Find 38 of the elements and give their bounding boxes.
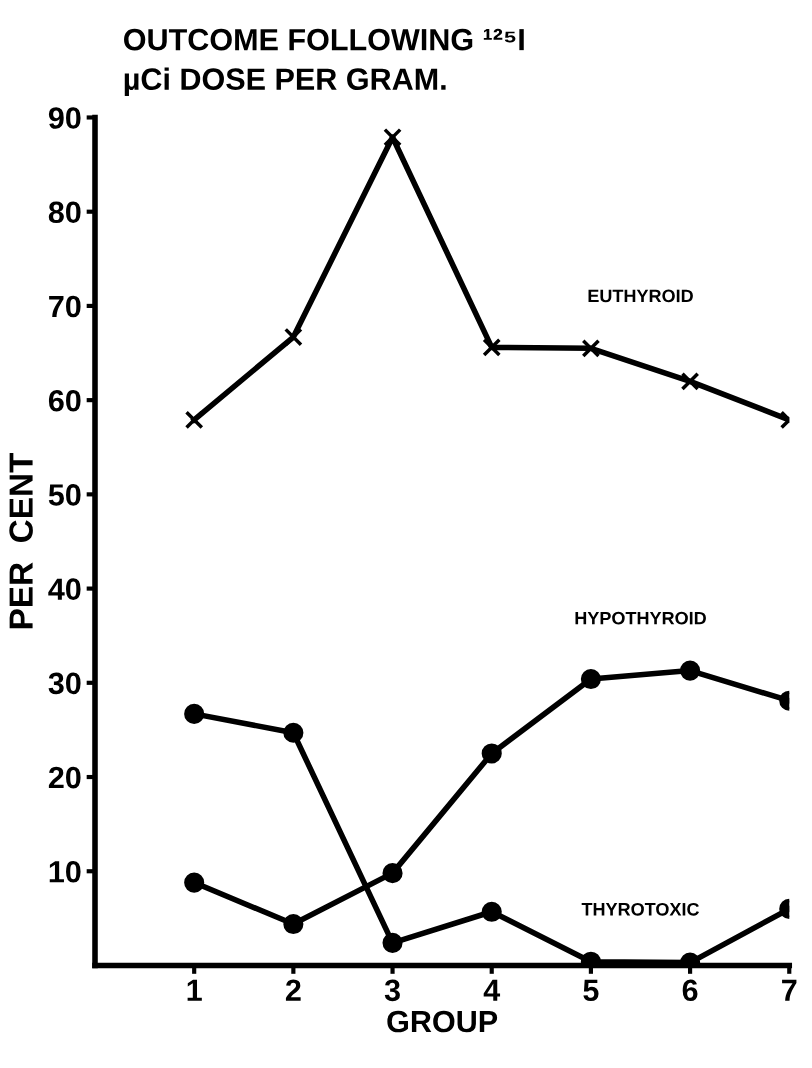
point [581,338,601,358]
x-tick-label: 4 [483,979,501,1001]
x-axis-title: GROUP [387,1010,498,1033]
point [184,703,205,724]
text: HYPOTHYROID [575,611,706,625]
y-tick-label: 80 [48,201,81,224]
point [184,410,204,430]
y-axis-title: PER CENT [9,452,33,629]
x-tick-label: 5 [583,979,599,1002]
y-tick-label: 20 [48,766,81,789]
x-tick-label: 2 [285,979,301,1001]
x-tick-label: 1 [187,979,202,1001]
point [382,863,403,884]
text: EUTHYROID [588,289,693,303]
point [481,743,502,764]
y-tick-label: 60 [48,389,81,412]
point [580,668,601,690]
point [680,660,701,681]
y-tick-label: 90 [48,107,81,129]
x-tick-label: 3 [384,979,400,1002]
point [481,901,502,922]
x-tick-label: 6 [682,979,698,1002]
point [680,371,700,391]
y-tick-label: 50 [48,484,81,506]
point [283,722,304,743]
y-tick-label: 30 [48,672,81,695]
point [283,913,304,935]
y-tick-label: 10 [49,860,81,883]
point [283,327,303,347]
x-tick-label: 7 [782,979,797,1001]
chart-title: OUTCOME FOLLOWING ¹²⁵I µCi DOSE PER GRAM. [124,28,524,97]
y-tick-label: 70 [49,295,81,318]
point [184,872,205,893]
point [482,338,502,357]
point [383,127,402,147]
point [382,932,403,953]
text: THYROTOXIC [581,902,700,916]
y-tick-label: 40 [48,578,81,600]
